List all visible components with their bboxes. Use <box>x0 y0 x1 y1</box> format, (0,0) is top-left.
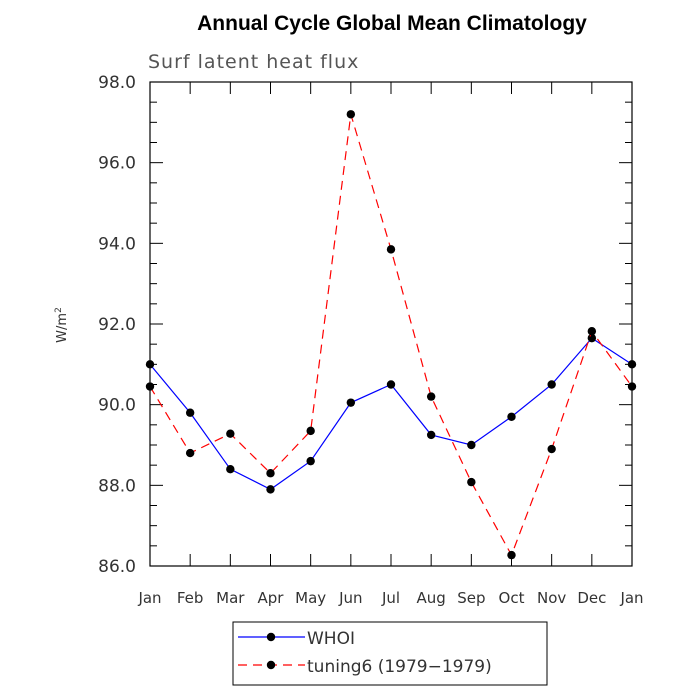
y-tick-label: 96.0 <box>98 154 136 174</box>
data-point <box>306 456 315 466</box>
y-tick-label: 86.0 <box>98 557 136 577</box>
data-point <box>226 465 235 474</box>
x-tick-label: Sep <box>457 589 485 607</box>
y-axis-label-superscript: 2 <box>54 307 64 313</box>
data-point <box>266 469 275 478</box>
data-point <box>627 360 637 369</box>
data-point <box>386 380 396 389</box>
data-point <box>266 485 275 494</box>
data-point <box>627 382 637 391</box>
data-point <box>547 380 556 389</box>
series-line <box>149 114 633 557</box>
x-tick-label: Dec <box>577 589 606 607</box>
y-tick-label: 94.0 <box>98 234 136 254</box>
data-point <box>467 440 476 450</box>
plot-frame <box>149 81 633 567</box>
series-2 <box>145 110 637 560</box>
data-point <box>226 429 235 438</box>
data-point <box>346 398 356 407</box>
axes: 86.0 88.0 90.0 92.0 94.0 96.0 98.0 Jan Feb Mar Apr… <box>98 73 643 607</box>
legend: WHOI tuning6 (1979−1979) <box>232 621 548 686</box>
data-point <box>507 550 516 560</box>
y-axis-label-base: W/m <box>55 313 70 343</box>
y-tick-label: 98.0 <box>98 73 136 93</box>
x-tick-label: Aug <box>417 589 446 607</box>
series-line <box>149 337 633 491</box>
x-tick-label: May <box>295 589 326 607</box>
data-point <box>426 430 436 440</box>
data-point <box>507 412 516 421</box>
y-tick-label: 88.0 <box>98 476 136 496</box>
data-point <box>547 444 556 454</box>
data-point <box>145 360 155 369</box>
x-tick-label: Jan <box>619 589 643 607</box>
x-tick-label: Nov <box>537 589 566 607</box>
data-point <box>185 408 195 417</box>
x-tick-label: Mar <box>216 589 245 607</box>
x-tick-label: Jul <box>381 589 400 607</box>
chart-subtitle: Surf latent heat flux <box>148 51 359 73</box>
legend-marker-1 <box>266 632 276 642</box>
data-point <box>346 110 356 119</box>
data-point <box>587 327 597 336</box>
y-tick-label: 92.0 <box>98 315 136 335</box>
data-point <box>426 392 436 401</box>
legend-box <box>232 621 548 686</box>
x-tick-label: Jan <box>137 589 161 607</box>
data-point <box>145 382 155 391</box>
series-layer <box>145 110 637 560</box>
x-tick-label: Oct <box>499 589 525 607</box>
series-1 <box>145 333 637 494</box>
data-point <box>306 426 315 436</box>
legend-marker-2 <box>266 660 276 670</box>
x-tick-label: Jun <box>338 589 362 607</box>
x-tick-label: Apr <box>258 589 285 607</box>
legend-label-1: WHOI <box>307 629 355 649</box>
legend-label-2: tuning6 (1979−1979) <box>307 657 492 677</box>
x-tick-label: Feb <box>177 589 204 607</box>
y-axis-label: W/m2 <box>54 307 70 343</box>
data-point <box>185 448 195 458</box>
y-tick-label: 90.0 <box>98 396 136 416</box>
data-point <box>467 477 476 487</box>
data-point <box>386 245 396 254</box>
chart-title: Annual Cycle Global Mean Climatology <box>197 12 587 35</box>
